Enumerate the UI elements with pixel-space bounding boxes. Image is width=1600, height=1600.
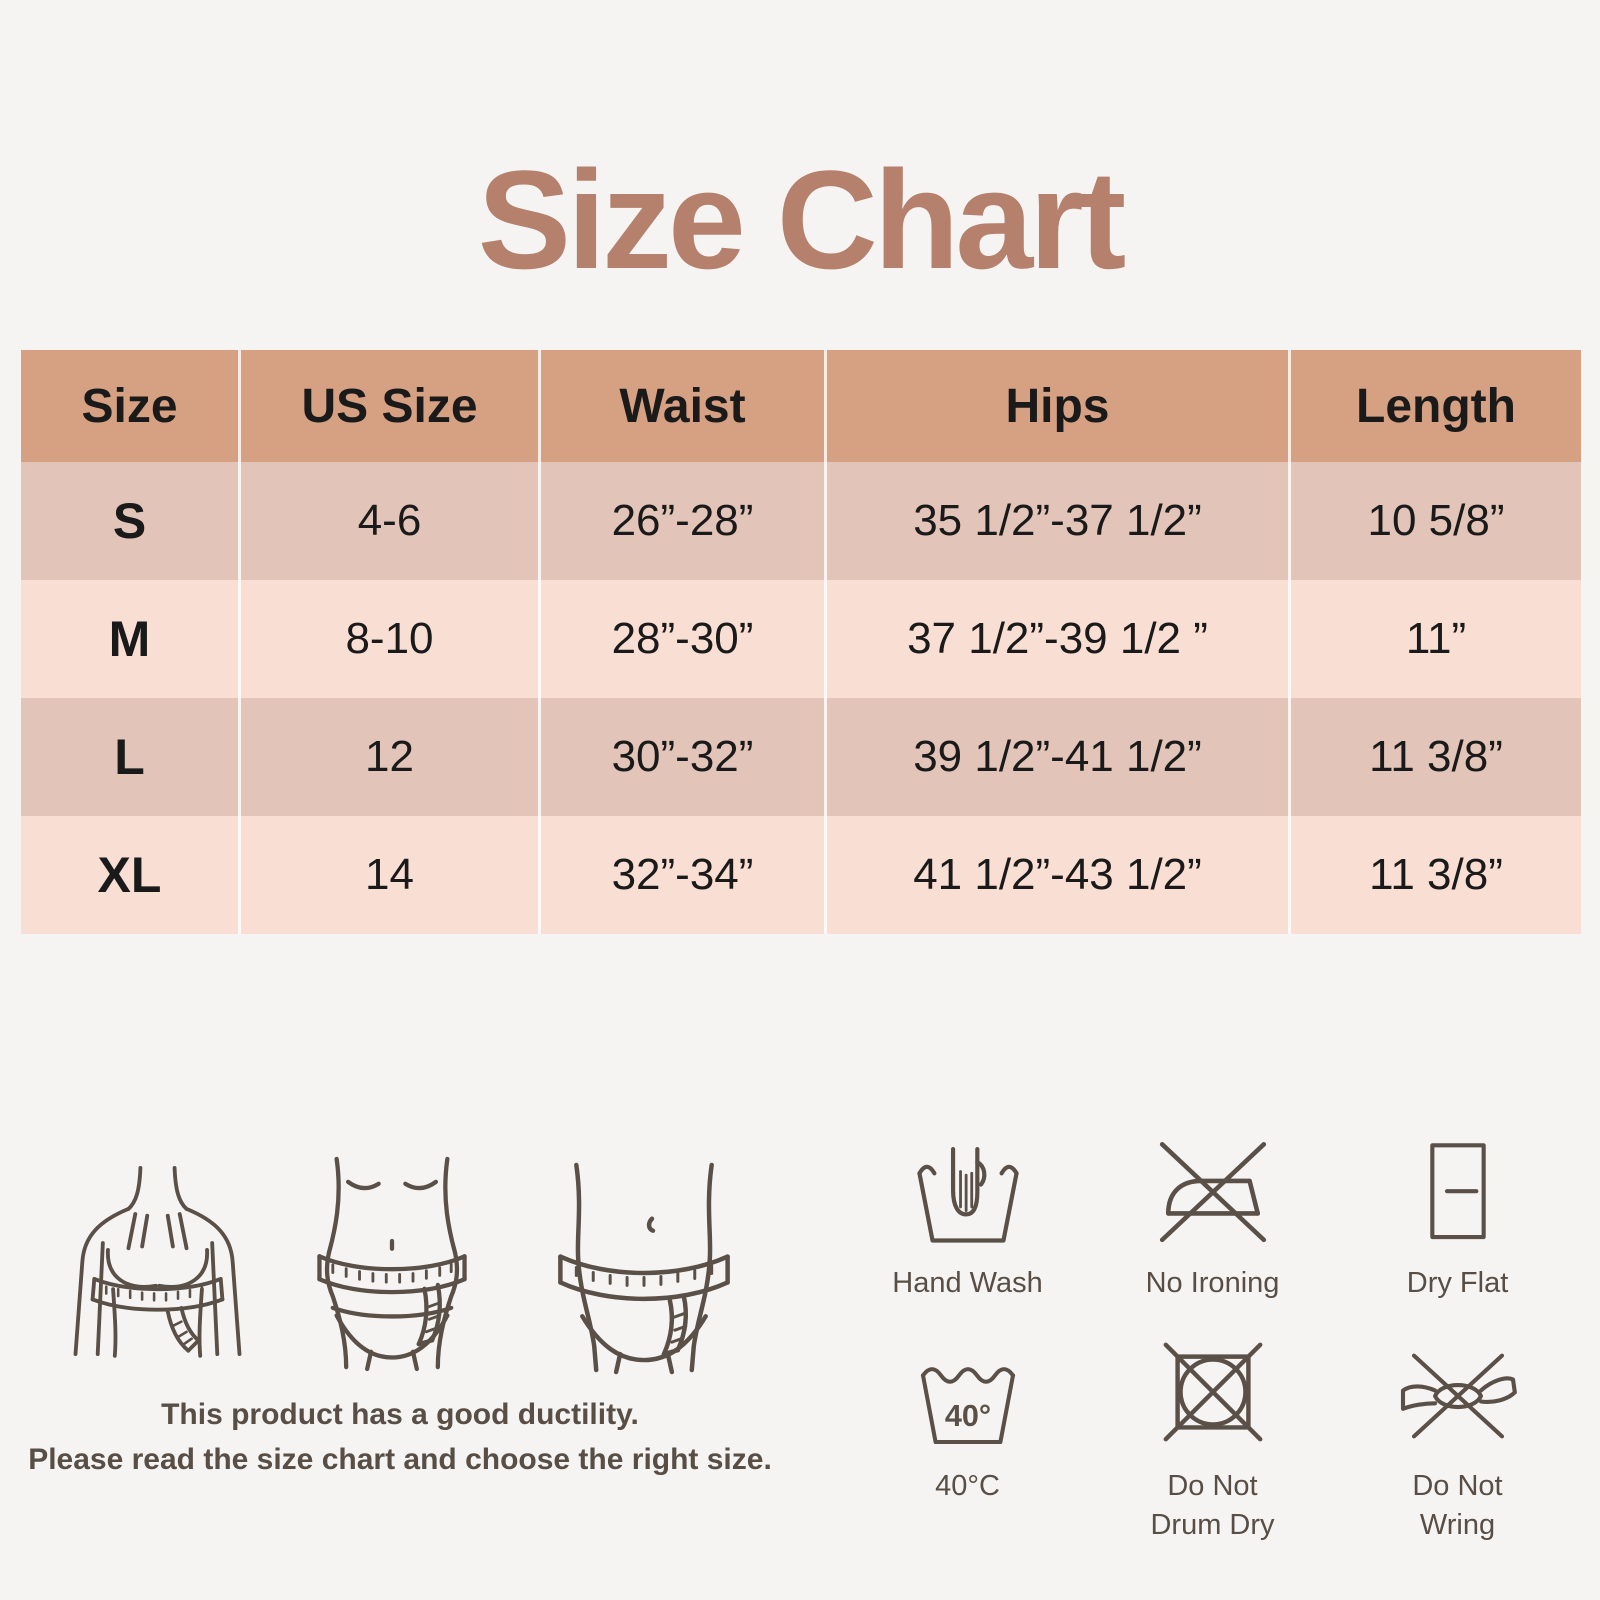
cell-waist: 26”-28” <box>538 462 824 580</box>
cell-size: L <box>114 729 145 785</box>
waist-measure-icon <box>316 1156 467 1372</box>
svg-text:40°: 40° <box>944 1399 990 1433</box>
measurement-illustrations <box>55 1140 765 1375</box>
wash-40c-icon: 40° <box>920 1367 1015 1445</box>
table-row: S 4-6 26”-28” 35 1/2”-37 1/2” 10 5/8” <box>21 462 1581 580</box>
cell-waist: 32”-34” <box>538 816 824 934</box>
note-line-1: This product has a good ductility. <box>161 1398 639 1431</box>
header-cell-size: Size <box>81 379 178 433</box>
cell-hips: 37 1/2”-39 1/2 ” <box>824 580 1288 698</box>
size-table: Size US Size Waist Hips Length S 4-6 26”… <box>21 350 1581 934</box>
cell-size: M <box>108 611 151 667</box>
header-cell-waist: Waist <box>538 350 824 462</box>
care-item-dry-flat: Dry Flat <box>1335 1136 1580 1303</box>
note-line-2: Please read the size chart and choose th… <box>28 1443 772 1476</box>
care-label: Hand Wash <box>892 1267 1043 1299</box>
measurement-note: This product has a good ductility. Pleas… <box>20 1392 780 1482</box>
cell-us-size: 14 <box>238 816 538 934</box>
table-row: XL 14 32”-34” 41 1/2”-43 1/2” 11 3/8” <box>21 816 1581 934</box>
hips-measure-icon <box>558 1162 730 1375</box>
care-label: Do Not Drum Dry <box>1150 1470 1275 1542</box>
care-label: 40°C <box>935 1470 1000 1503</box>
cell-hips: 39 1/2”-41 1/2” <box>824 698 1288 816</box>
care-instructions: Hand Wash No Ironing <box>845 1136 1580 1545</box>
cell-waist: 28”-30” <box>538 580 824 698</box>
cell-length: 11 3/8” <box>1288 698 1581 816</box>
cell-size: S <box>112 493 147 549</box>
header-cell-hips: Hips <box>824 350 1288 462</box>
care-label: No Ironing <box>1145 1267 1280 1299</box>
do-not-wring-icon <box>1400 1353 1517 1439</box>
header-cell-us-size: US Size <box>238 350 538 462</box>
care-item-do-not-drum-dry: Do Not Drum Dry <box>1090 1339 1335 1545</box>
care-item-wash-40c: 40° 40°C <box>845 1339 1090 1545</box>
cell-us-size: 12 <box>238 698 538 816</box>
care-item-hand-wash: Hand Wash <box>845 1136 1090 1303</box>
table-header-row: Size US Size Waist Hips Length <box>21 350 1581 462</box>
table-row: M 8-10 28”-30” 37 1/2”-39 1/2 ” 11” <box>21 580 1581 698</box>
cell-hips: 41 1/2”-43 1/2” <box>824 816 1288 934</box>
cell-us-size: 8-10 <box>238 580 538 698</box>
cell-size: XL <box>97 847 162 903</box>
dry-flat-icon <box>1429 1143 1486 1240</box>
cell-length: 11 3/8” <box>1288 816 1581 934</box>
care-label: Dry Flat <box>1406 1267 1509 1299</box>
table-row: L 12 30”-32” 39 1/2”-41 1/2” 11 3/8” <box>21 698 1581 816</box>
header-cell-length: Length <box>1288 350 1581 462</box>
page-title: Size Chart <box>477 141 1127 298</box>
hand-wash-icon <box>916 1146 1019 1243</box>
bust-measure-icon <box>73 1165 242 1358</box>
no-ironing-icon <box>1159 1142 1266 1243</box>
do-not-drum-dry-icon <box>1163 1342 1262 1442</box>
cell-hips: 35 1/2”-37 1/2” <box>824 462 1288 580</box>
cell-length: 11” <box>1288 580 1581 698</box>
care-item-no-ironing: No Ironing <box>1090 1136 1335 1303</box>
cell-length: 10 5/8” <box>1288 462 1581 580</box>
cell-us-size: 4-6 <box>238 462 538 580</box>
cell-waist: 30”-32” <box>538 698 824 816</box>
care-label: Do Not Wring <box>1412 1470 1503 1542</box>
care-item-do-not-wring: Do Not Wring <box>1335 1339 1580 1545</box>
